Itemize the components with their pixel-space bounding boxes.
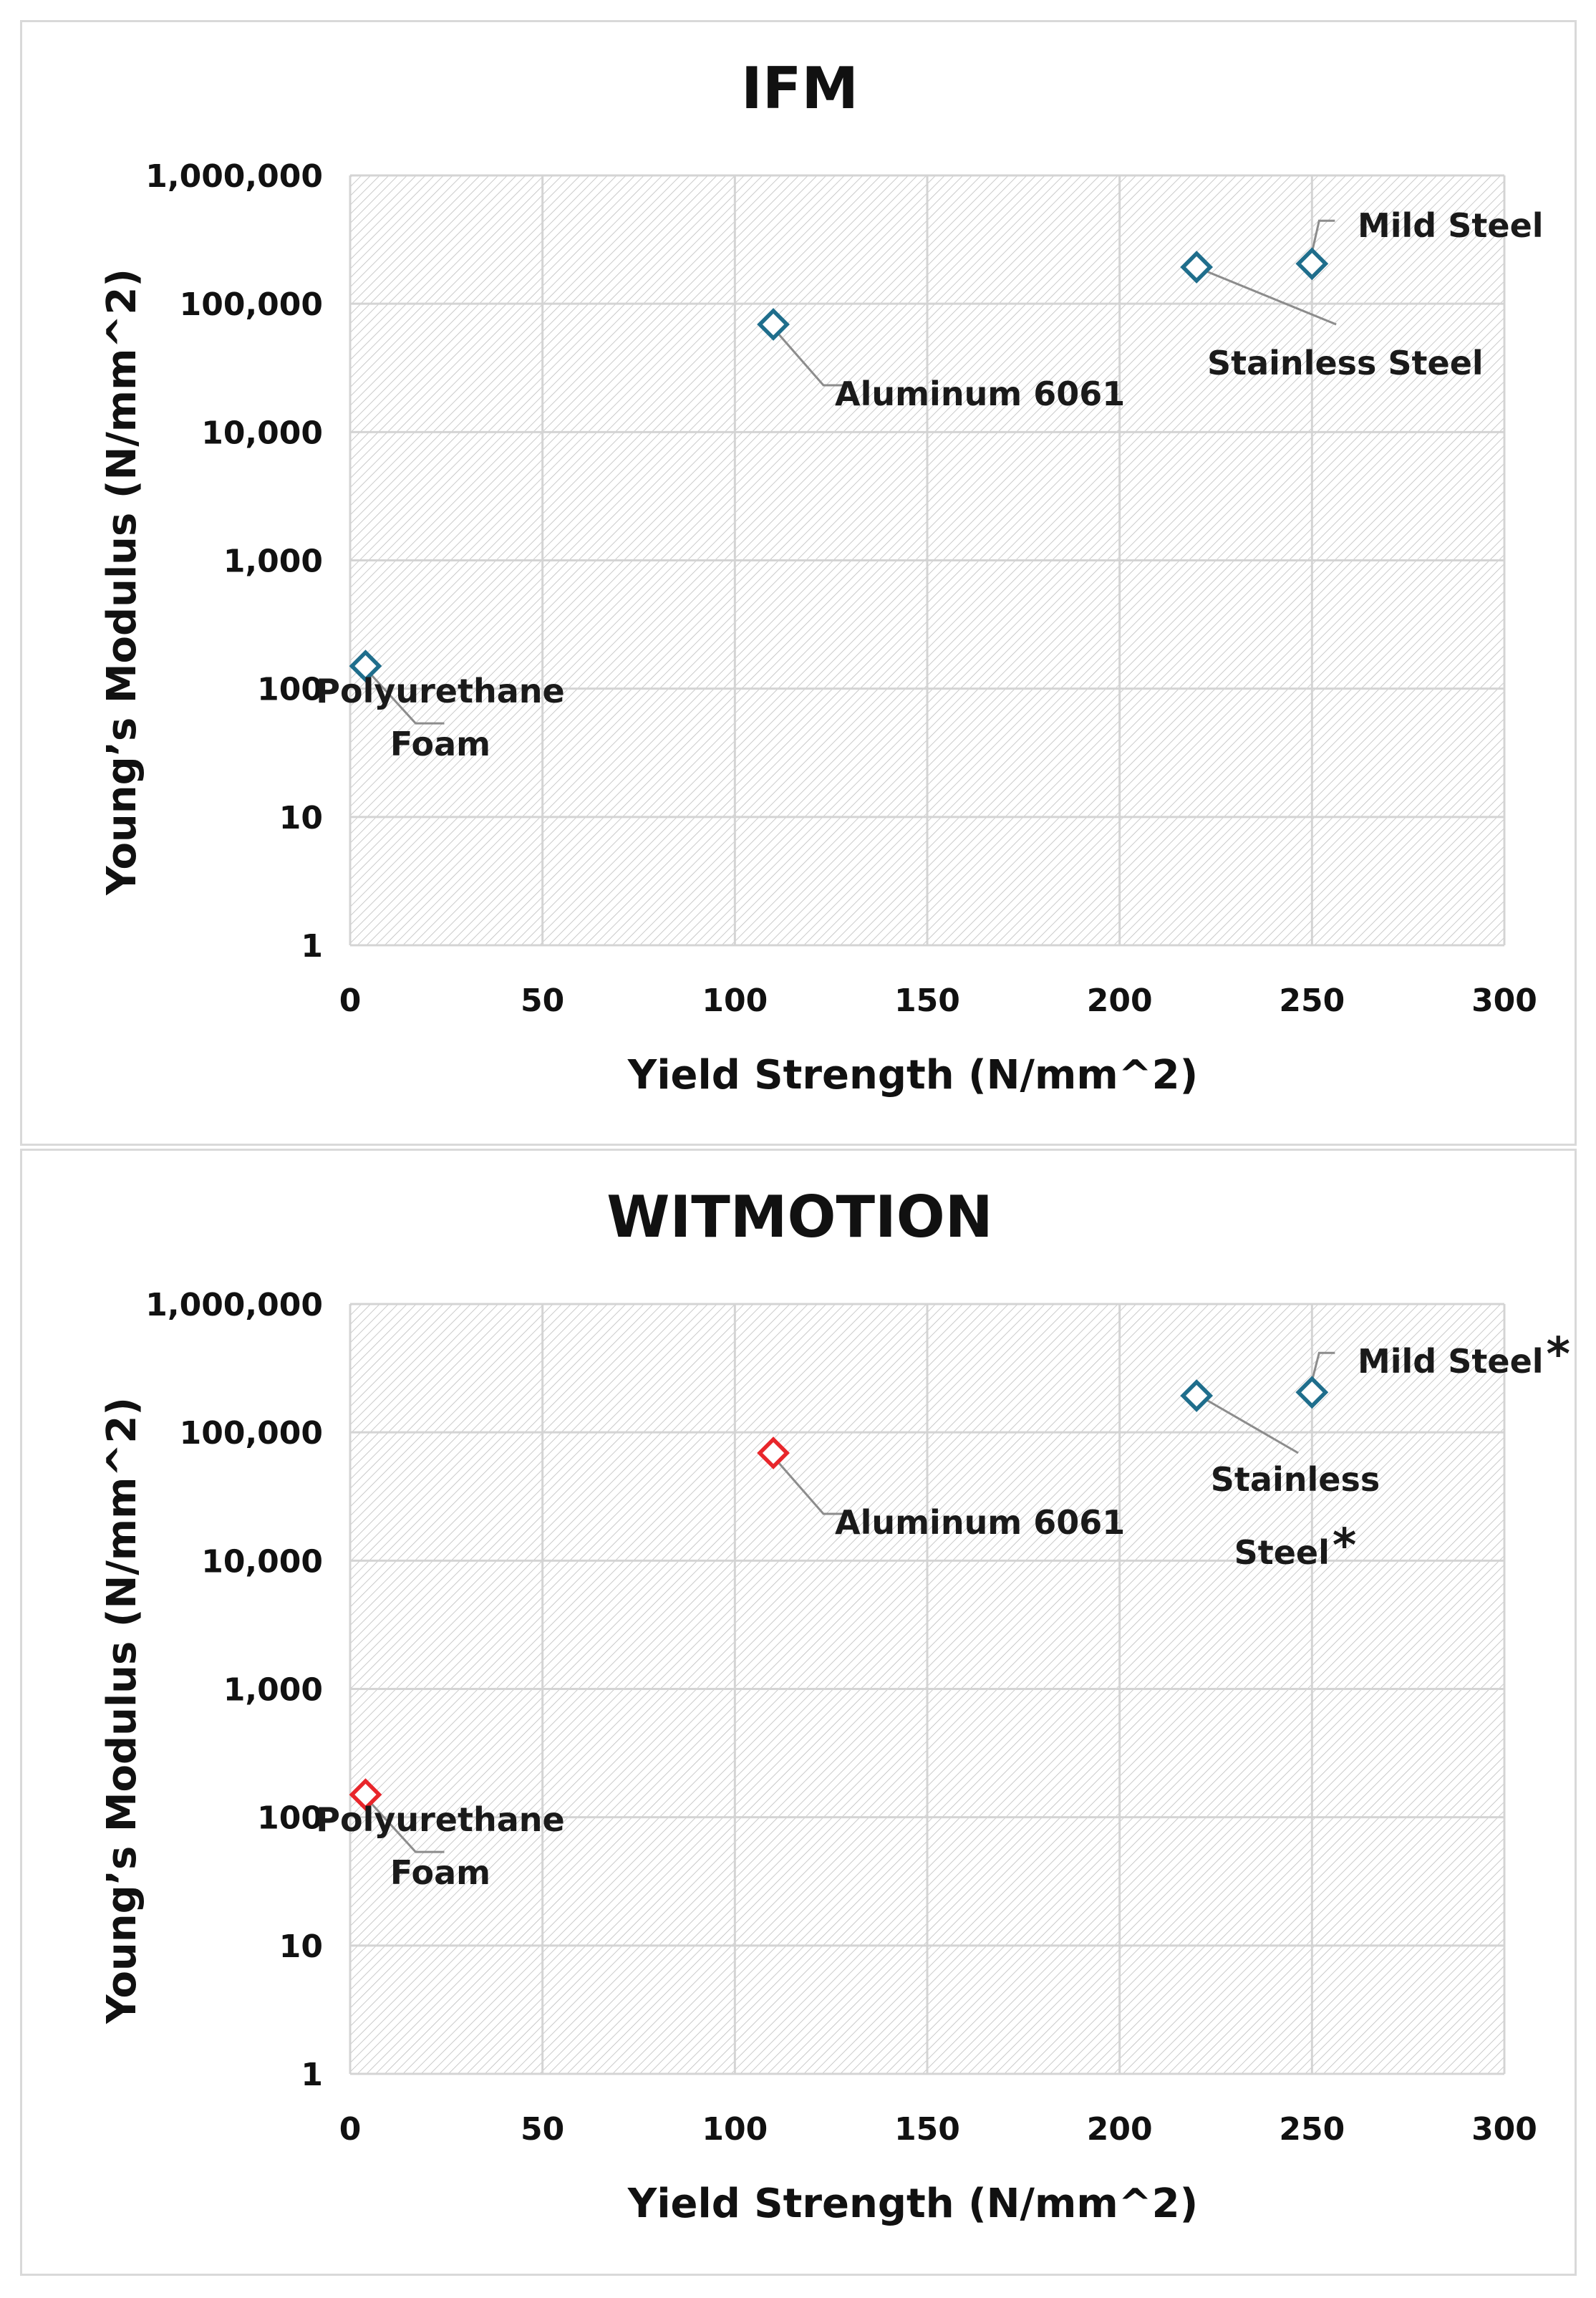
data-point-label: Foam [390, 1853, 490, 1892]
y-tick-label: 100 [257, 672, 323, 708]
x-tick-label: 200 [1087, 983, 1153, 1019]
y-tick-label: 1,000,000 [145, 158, 323, 195]
data-point-label: Mild Steel [1358, 206, 1544, 245]
label-leader-line [369, 1801, 445, 1853]
y-tick-label: 100,000 [180, 1415, 323, 1452]
data-point-marker [757, 308, 790, 341]
x-tick-label: 300 [1471, 2111, 1537, 2148]
label-leader-line [1310, 219, 1335, 253]
y-tick-label: 100,000 [180, 286, 323, 323]
asterisk-note: * [1333, 1520, 1356, 1573]
data-point-label: Polyurethane [316, 672, 564, 710]
x-tick-label: 100 [702, 2111, 768, 2148]
chart-title: IFM [741, 55, 859, 122]
label-leader-line [1206, 1399, 1299, 1454]
asterisk-note: * [1547, 1328, 1570, 1381]
y-tick-label: 1,000,000 [145, 1287, 323, 1323]
x-tick-label: 200 [1087, 2111, 1153, 2148]
label-leader-line [776, 332, 853, 387]
y-tick-label: 10,000 [201, 1543, 323, 1580]
y-tick-label: 10 [279, 800, 323, 836]
y-tick-label: 10,000 [201, 415, 323, 451]
data-point-marker [1180, 251, 1214, 284]
x-axis-label: Yield Strength (N/mm^2) [627, 1052, 1198, 1099]
label-leader-line [1310, 1351, 1335, 1381]
y-axis-label: Young’s Modulus (N/mm^2) [99, 269, 145, 896]
x-tick-label: 250 [1279, 2111, 1345, 2148]
x-tick-label: 100 [702, 983, 768, 1019]
y-axis-label: Young’s Modulus (N/mm^2) [99, 1397, 145, 2024]
y-tick-label: 10 [279, 1928, 323, 1965]
data-point-marker [1295, 1376, 1329, 1409]
data-point-label: Stainless [1211, 1460, 1380, 1499]
data-point-label: Aluminum 6061 [835, 375, 1125, 413]
label-leader-line [1206, 270, 1337, 326]
x-tick-label: 250 [1279, 983, 1345, 1019]
data-point-label: Aluminum 6061 [835, 1503, 1125, 1542]
witmotion-chart: WITMOTION 0 50 100 150 200 250 300 1 10 100 1,000 10… [99, 1184, 1570, 2227]
x-tick-label: 50 [521, 2111, 564, 2148]
data-point-marker [757, 1437, 790, 1469]
data-point-marker [1180, 1379, 1214, 1412]
ifm-chart-panel: IFM 0 50 100 150 200 250 300 1 10 100 1,000 10,000 10… [20, 20, 1577, 1146]
label-leader-line [776, 1461, 853, 1515]
x-tick-label: 0 [339, 2111, 362, 2148]
y-tick-label: 100 [257, 1800, 323, 1837]
ifm-chart: IFM 0 50 100 150 200 250 300 1 10 100 1,000 10,000 10… [99, 55, 1544, 1099]
data-point-label: Polyurethane [316, 1800, 564, 1839]
y-tick-label: 1 [301, 2057, 323, 2093]
x-axis-label: Yield Strength (N/mm^2) [627, 2181, 1198, 2227]
label-leader-line [369, 672, 445, 725]
x-tick-label: 50 [521, 983, 564, 1019]
data-point-marker [1295, 247, 1329, 281]
y-tick-label: 1,000 [223, 544, 323, 580]
x-tick-label: 150 [894, 983, 960, 1019]
y-tick-label: 1 [301, 928, 323, 965]
chart-title: WITMOTION [606, 1184, 993, 1250]
data-point-label: Stainless Steel [1207, 344, 1484, 382]
x-tick-label: 300 [1471, 983, 1537, 1019]
data-point-marker [349, 1778, 382, 1812]
data-point-marker [349, 650, 382, 683]
y-tick-label: 1,000 [223, 1672, 323, 1709]
data-point-label: Foam [390, 725, 490, 763]
witmotion-chart-panel: WITMOTION 0 50 100 150 200 250 300 1 10 100 1,000 10… [20, 1149, 1577, 2276]
x-tick-label: 150 [894, 2111, 960, 2148]
x-tick-label: 0 [339, 983, 362, 1019]
